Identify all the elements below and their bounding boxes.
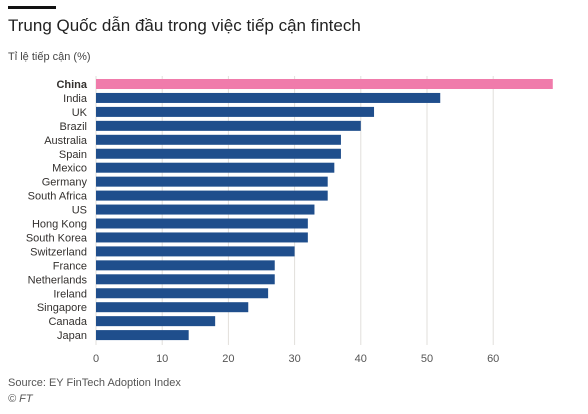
source-note: Source: EY FinTech Adoption Index [8,377,181,389]
category-label: Ireland [53,288,87,300]
x-tick-label: 30 [288,353,300,365]
category-label: South Korea [26,232,88,244]
category-label: Germany [42,177,88,189]
bar-mexico [96,162,335,173]
category-label: Australia [44,135,88,147]
bar-india [96,92,441,103]
category-label: Switzerland [30,246,87,258]
bar-spain [96,148,341,159]
category-label: Hong Kong [32,219,87,231]
category-label: Mexico [52,163,87,175]
bar-canada [96,316,216,327]
top-rule [8,6,56,9]
bar-brazil [96,120,361,131]
x-tick-label: 60 [487,353,499,365]
chart-title: Trung Quốc dẫn đầu trong việc tiếp cận f… [8,16,361,35]
category-label-layer: China India UK Brazil Australia Spain Mexico Ge… [26,79,88,342]
category-label: China [56,79,87,91]
bar-south-africa [96,190,328,201]
category-label: Spain [59,149,87,161]
bar-south-korea [96,232,308,243]
category-label: Japan [57,330,87,342]
bar-us [96,204,315,215]
category-label: Singapore [37,302,87,314]
bar-layer [96,79,553,341]
x-tick-label: 40 [355,353,367,365]
bar-germany [96,176,328,187]
category-label: India [63,93,88,105]
copyright-note: © FT [8,393,33,405]
x-tick-label: 10 [156,353,168,365]
tick-label-layer: 0 10 20 30 40 50 60 [93,353,499,365]
x-tick-label: 50 [421,353,433,365]
bar-japan [96,330,189,341]
chart-subtitle: Tỉ lệ tiếp cận (%) [8,51,91,63]
category-label: UK [72,107,88,119]
category-label: South Africa [28,191,88,203]
bar-australia [96,134,341,145]
bar-singapore [96,302,249,313]
bar-netherlands [96,274,275,285]
bar-switzerland [96,246,295,257]
bar-china [96,79,553,89]
bar-uk [96,106,375,117]
category-label: France [53,260,87,272]
category-label: Canada [48,316,87,328]
bar-ireland [96,288,269,299]
category-label: Netherlands [28,274,88,286]
x-tick-label: 20 [222,353,234,365]
category-label: Brazil [59,121,87,133]
x-tick-label: 0 [93,353,99,365]
bar-france [96,260,275,271]
bar-hong-kong [96,218,308,229]
category-label: US [72,205,87,217]
